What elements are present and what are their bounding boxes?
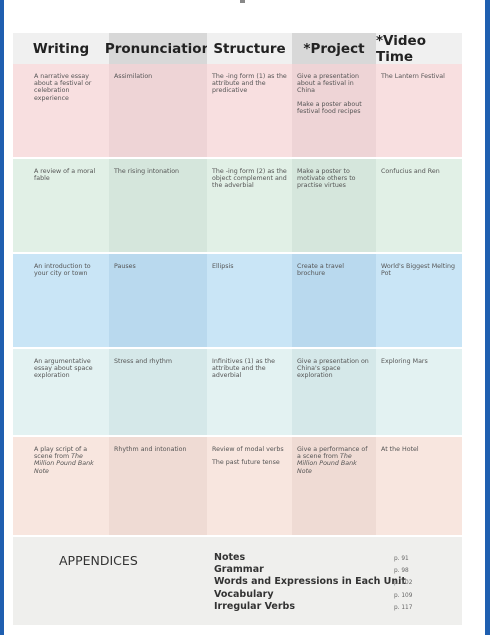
cell-text: Stress and rhythm (114, 358, 172, 365)
appendix-page-words: p. 102 (394, 580, 413, 586)
cell-structure: The -ing form (1) as the attribute and t… (207, 64, 292, 157)
cell-text: Exploring Mars (381, 358, 428, 365)
cell-text: Make a poster to motivate others to prac… (297, 168, 356, 190)
row-divider (13, 347, 462, 349)
cell-text: A narrative essay about a festival or ce… (34, 73, 92, 102)
top-fragment (240, 0, 245, 3)
cell-project: Give a performance of a scene from The M… (292, 437, 376, 535)
cell-text: An introduction to your city or town (34, 263, 91, 278)
cell-video-time: Confucius and Ren (376, 159, 462, 252)
cell-text: World's Biggest Melting Pot (381, 263, 456, 278)
header-project: *Project (292, 33, 376, 64)
cell-text: Give a presentation on China's space exp… (297, 358, 369, 380)
cell-project: Create a travel brochure (292, 254, 376, 347)
header-structure: Structure (207, 33, 292, 64)
page-border-right (485, 0, 490, 635)
cell-text: The -ing form (1) as the attribute and t… (212, 73, 287, 95)
cell-text: The Lantern Festival (381, 73, 445, 80)
cell-pronunciation: Assimilation (109, 64, 207, 157)
appendices-section: APPENDICES Notes Grammar Words and Expre… (13, 537, 462, 625)
cell-pronunciation: Stress and rhythm (109, 349, 207, 435)
appendix-page-grammar: p. 98 (394, 568, 409, 574)
cell-text: The -ing form (2) as the object compleme… (212, 168, 287, 190)
cell-title-text: The Million Pound Bank Note (34, 453, 94, 475)
cell-structure: Infinitives (1) as the attribute and the… (207, 349, 292, 435)
header-video-time: *Video Time (376, 33, 462, 65)
appendix-page-notes: p. 91 (394, 556, 409, 562)
appendix-item-vocabulary[interactable]: Vocabulary (214, 589, 274, 600)
cell-text: The past future tense (212, 459, 280, 467)
cell-writing: An argumentative essay about space explo… (13, 349, 109, 435)
cell-writing: A play script of a scene from The Millio… (13, 437, 109, 535)
cell-pronunciation: The rising intonation (109, 159, 207, 252)
cell-text: Give a presentation about a festival in … (297, 73, 359, 95)
cell-text: A review of a moral fable (34, 168, 96, 183)
row-divider (13, 435, 462, 437)
cell-project: Make a poster to motivate others to prac… (292, 159, 376, 252)
cell-video-time: At the Hotel (376, 437, 462, 535)
cell-text: Pauses (114, 263, 136, 270)
cell-text: Ellipsis (212, 263, 234, 270)
appendix-page-vocabulary: p. 109 (394, 593, 413, 599)
cell-video-time: The Lantern Festival (376, 64, 462, 157)
cell-text: Infinitives (1) as the attribute and the… (212, 358, 276, 380)
row-divider (13, 157, 462, 159)
cell-text: Rhythm and intonation (114, 446, 187, 453)
cell-text: An argumentative essay about space explo… (34, 358, 93, 380)
cell-text: Assimilation (114, 73, 153, 80)
appendix-item-grammar[interactable]: Grammar (214, 564, 264, 575)
cell-project: Give a presentation about a festival in … (292, 64, 376, 157)
cell-text: Review of modal verbs (212, 446, 284, 453)
cell-pronunciation: Pauses (109, 254, 207, 347)
cell-video-time: Exploring Mars (376, 349, 462, 435)
row-divider (13, 252, 462, 254)
cell-text: Make a poster about festival food recipe… (297, 100, 362, 115)
page-border-left (0, 0, 4, 635)
cell-text: Create a travel brochure (297, 263, 345, 278)
appendix-item-notes[interactable]: Notes (214, 552, 246, 563)
cell-text: At the Hotel (381, 446, 419, 453)
row-divider (13, 535, 462, 537)
header-pronunciation: Pronunciation (105, 33, 211, 64)
cell-video-time: World's Biggest Melting Pot (376, 254, 462, 347)
cell-text: A play script of a scene from (34, 446, 88, 461)
cell-project: Give a presentation on China's space exp… (292, 349, 376, 435)
appendices-title: APPENDICES (59, 553, 138, 568)
header-writing: Writing (13, 33, 109, 64)
appendix-item-words[interactable]: Words and Expressions in Each Unit (214, 576, 406, 587)
cell-pronunciation: Rhythm and intonation (109, 437, 207, 535)
cell-text: Give a performance of a scene from (297, 446, 368, 461)
appendix-item-irregular-verbs[interactable]: Irregular Verbs (214, 601, 295, 612)
appendix-page-irregular-verbs: p. 117 (394, 605, 413, 611)
cell-text: The rising intonation (114, 168, 180, 175)
cell-writing: A review of a moral fable (13, 159, 109, 252)
cell-writing: An introduction to your city or town (13, 254, 109, 347)
contents-table: Writing Pronunciation Structure *Project *Vi… (13, 33, 462, 537)
cell-structure: The -ing form (2) as the object compleme… (207, 159, 292, 252)
cell-structure: Ellipsis (207, 254, 292, 347)
cell-writing: A narrative essay about a festival or ce… (13, 64, 109, 157)
cell-text: Confucius and Ren (381, 168, 440, 175)
cell-structure: Review of modal verbs The past future ten… (207, 437, 292, 535)
cell-title-text: The Million Pound Bank Note (297, 453, 357, 475)
